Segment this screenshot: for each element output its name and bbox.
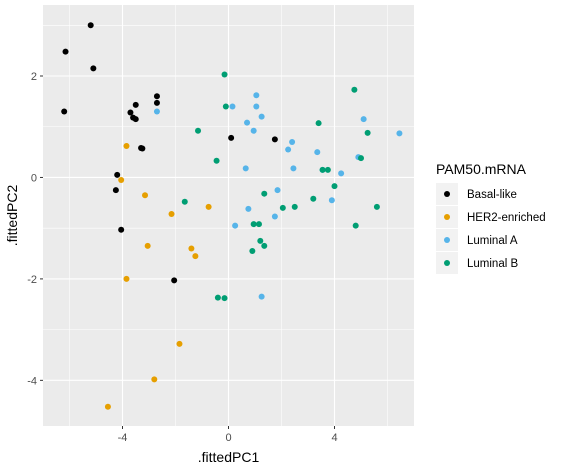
data-point-luminal-b	[221, 295, 228, 302]
data-point-basal-like	[114, 171, 121, 178]
x-tick-label: -4	[118, 432, 128, 444]
data-point-her2-enriched	[142, 192, 149, 199]
data-point-luminal-b	[221, 71, 228, 78]
data-point-luminal-a	[396, 130, 403, 137]
data-point-luminal-a	[229, 103, 236, 110]
data-point-basal-like	[171, 277, 178, 284]
data-point-luminal-b	[249, 248, 256, 255]
data-point-luminal-a	[250, 127, 257, 134]
data-point-luminal-b	[358, 155, 364, 162]
data-point-her2-enriched	[205, 203, 212, 210]
legend: PAM50.mRNA Basal-like HER2-enriched Lumina…	[436, 161, 546, 274]
data-point-basal-like	[127, 109, 134, 116]
data-point-luminal-a	[285, 146, 292, 153]
data-point-luminal-a	[253, 103, 260, 110]
data-point-her2-enriched	[188, 245, 195, 252]
data-point-luminal-a	[290, 165, 297, 172]
data-point-luminal-b	[250, 221, 257, 228]
data-point-luminal-b	[315, 120, 322, 127]
data-point-luminal-a	[271, 213, 278, 220]
data-point-luminal-b	[324, 166, 331, 173]
data-point-luminal-a	[328, 197, 335, 204]
legend-label-her2-enriched: HER2-enriched	[467, 212, 546, 224]
data-point-basal-like	[153, 99, 160, 106]
legend-marker-her2-enriched	[444, 214, 450, 220]
data-point-her2-enriched	[144, 242, 151, 249]
data-point-her2-enriched	[168, 210, 175, 217]
data-point-basal-like	[132, 116, 139, 123]
data-point-luminal-b	[257, 237, 264, 244]
data-point-luminal-b	[222, 103, 229, 110]
legend-label-basal-like: Basal-like	[467, 189, 517, 201]
major-gridlines	[43, 5, 414, 426]
data-point-her2-enriched	[123, 143, 130, 150]
legend-marker-basal-like	[444, 191, 450, 197]
data-point-luminal-b	[279, 204, 286, 211]
data-point-luminal-b	[319, 166, 326, 173]
data-point-luminal-b	[373, 203, 380, 210]
legend-title: PAM50.mRNA	[436, 161, 527, 177]
legend-label-luminal-a: Luminal A	[467, 235, 518, 247]
data-point-luminal-a	[258, 113, 265, 120]
data-point-basal-like	[87, 22, 94, 29]
data-point-luminal-b	[261, 190, 268, 197]
data-point-luminal-b	[195, 127, 202, 134]
legend-items: Basal-like HER2-enriched Luminal A Luminal …	[436, 183, 546, 274]
data-point-luminal-b	[352, 222, 359, 229]
data-point-luminal-b	[214, 294, 221, 301]
data-point-luminal-b	[255, 221, 262, 228]
data-points	[61, 22, 403, 410]
data-point-luminal-a	[242, 165, 249, 172]
data-point-her2-enriched	[151, 376, 158, 383]
x-tick-label: 0	[225, 432, 231, 444]
y-tick-label: 0	[31, 172, 37, 184]
data-point-basal-like	[61, 108, 68, 115]
data-point-luminal-b	[213, 157, 220, 164]
data-point-her2-enriched	[118, 176, 125, 183]
data-point-basal-like	[62, 48, 69, 55]
data-point-luminal-a	[274, 187, 281, 194]
data-point-luminal-a	[245, 205, 252, 212]
data-point-basal-like	[118, 226, 125, 233]
data-point-her2-enriched	[192, 253, 199, 260]
data-point-her2-enriched	[123, 275, 130, 282]
y-axis: -4 -2 0 2	[27, 71, 43, 387]
data-point-luminal-b	[181, 198, 188, 205]
x-axis-title: .fittedPC1	[198, 449, 260, 465]
data-point-luminal-b	[331, 183, 338, 190]
data-point-basal-like	[132, 101, 139, 108]
y-axis-title: .fittedPC2	[4, 185, 20, 247]
data-point-basal-like	[90, 65, 97, 72]
data-point-basal-like	[271, 136, 278, 143]
data-point-her2-enriched	[176, 340, 183, 347]
y-tick-label: 2	[31, 71, 37, 83]
data-point-luminal-a	[360, 116, 367, 123]
data-point-her2-enriched	[104, 403, 111, 410]
data-point-luminal-b	[364, 129, 371, 136]
y-tick-label: -2	[27, 274, 37, 286]
data-point-luminal-a	[232, 222, 239, 229]
data-point-luminal-b	[261, 242, 268, 249]
data-point-luminal-b	[351, 86, 358, 93]
data-point-luminal-a	[338, 170, 345, 177]
x-tick-label: 4	[331, 432, 337, 444]
data-point-basal-like	[139, 145, 146, 152]
data-point-luminal-a	[244, 119, 251, 126]
data-point-luminal-a	[253, 92, 260, 99]
data-point-luminal-a	[314, 149, 321, 156]
y-tick-label: -4	[27, 375, 37, 387]
data-point-basal-like	[228, 134, 235, 141]
data-point-luminal-a	[258, 293, 265, 300]
legend-label-luminal-b: Luminal B	[467, 258, 518, 270]
legend-marker-luminal-a	[444, 237, 450, 243]
data-point-luminal-a	[289, 138, 296, 145]
data-point-luminal-a	[153, 108, 160, 115]
data-point-luminal-b	[291, 203, 298, 210]
data-point-basal-like	[153, 93, 160, 100]
x-axis: -4 0 4	[118, 426, 338, 444]
data-point-luminal-b	[310, 195, 317, 202]
data-point-basal-like	[112, 187, 119, 194]
legend-marker-luminal-b	[444, 260, 450, 266]
